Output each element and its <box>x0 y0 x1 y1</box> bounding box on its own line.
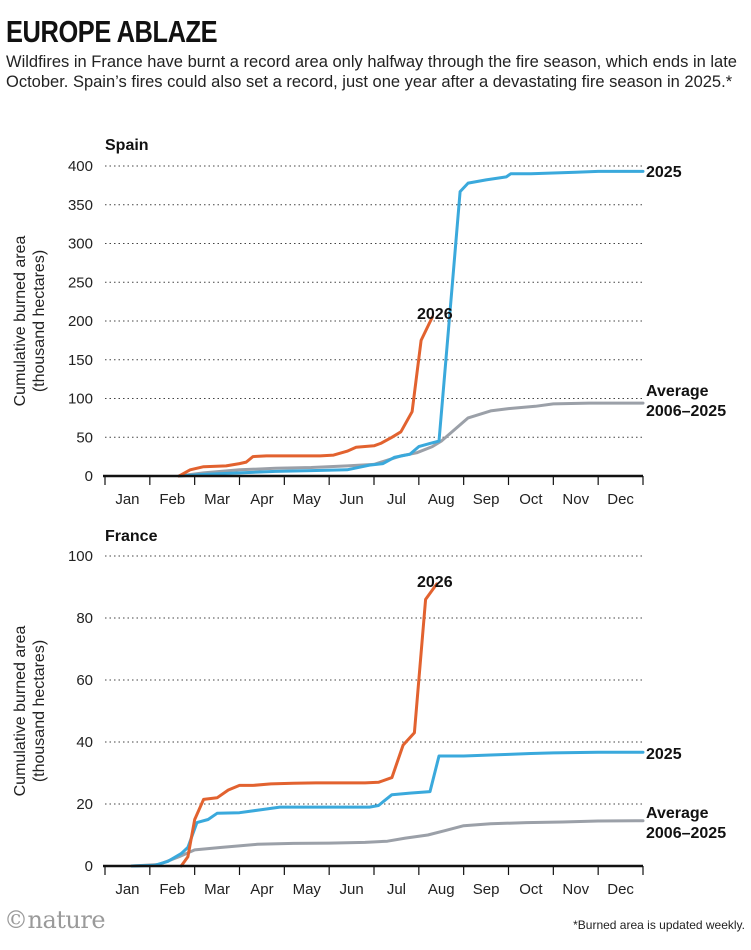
france-series-average-label: 2006–2025 <box>646 825 726 842</box>
france-y-tick-label: 0 <box>85 858 93 875</box>
chart-title: EUROPE ABLAZE <box>6 14 218 49</box>
spain-y-tick-label: 250 <box>68 274 93 291</box>
france-y-tick-label: 20 <box>76 796 93 813</box>
chart-subtitle: Wildfires in France have burnt a record … <box>6 53 737 91</box>
spain-x-tick-label: May <box>293 491 322 508</box>
france-x-tick-label: May <box>293 881 322 898</box>
spain-y-tick-label: 200 <box>68 313 93 330</box>
spain-y-tick-label: 100 <box>68 391 93 408</box>
spain-series-2026-label: 2026 <box>417 306 453 323</box>
spain-series-average-label: 2006–2025 <box>646 403 726 420</box>
france-x-tick-label: Nov <box>562 881 589 898</box>
france-x-tick-label: Dec <box>607 881 634 898</box>
spain-x-tick-label: Mar <box>204 491 230 508</box>
france-series-average-label: Average <box>646 805 709 822</box>
spain-y-tick-label: 300 <box>68 236 93 253</box>
france-series-average-line <box>130 819 645 868</box>
spain-y-tick-label: 350 <box>68 197 93 214</box>
spain-y-tick-label: 150 <box>68 352 93 369</box>
france-y-axis-label: (thousand hectares) <box>31 640 48 782</box>
france-series-2026-label: 2026 <box>417 574 453 591</box>
france-y-tick-label: 100 <box>68 548 93 565</box>
spain-y-axis-label: Cumulative burned area <box>12 236 29 407</box>
france-panel-title: France <box>105 528 158 545</box>
spain-series-average-label: Average <box>646 383 709 400</box>
spain-x-tick-label: Aug <box>428 491 455 508</box>
france-y-tick-label: 80 <box>76 610 93 627</box>
france-y-tick-label: 40 <box>76 734 93 751</box>
spain-y-tick-label: 50 <box>76 429 93 446</box>
spain-x-tick-label: Jan <box>115 491 139 508</box>
spain-series-2025-label: 2025 <box>646 164 682 181</box>
spain-x-tick-label: Sep <box>473 491 500 508</box>
france-x-tick-label: Apr <box>250 881 273 898</box>
spain-series-average-line <box>177 401 645 478</box>
france-x-tick-label: Aug <box>428 881 455 898</box>
spain-y-tick-label: 400 <box>68 158 93 175</box>
spain-x-tick-label: Nov <box>562 491 589 508</box>
france-series-2026-line <box>179 582 439 868</box>
spain-panel-title: Spain <box>105 137 149 154</box>
spain-y-axis-label: (thousand hectares) <box>31 250 48 392</box>
france-y-axis-label: Cumulative burned area <box>12 626 29 797</box>
france-x-tick-label: Mar <box>204 881 230 898</box>
spain-series-2025-line <box>177 169 645 478</box>
france-series-2025-label: 2025 <box>646 746 682 763</box>
spain-series-2026-line <box>177 315 434 478</box>
france-x-tick-label: Sep <box>473 881 500 898</box>
france-x-tick-label: Jan <box>115 881 139 898</box>
footnote: *Burned area is updated weekly. <box>573 918 745 932</box>
spain-y-tick-label: 0 <box>85 468 93 485</box>
nature-logo: ©nature <box>4 906 106 934</box>
france-x-tick-label: Jul <box>387 881 406 898</box>
spain-x-tick-label: Oct <box>519 491 543 508</box>
france-y-tick-label: 60 <box>76 672 93 689</box>
spain-x-tick-label: Dec <box>607 491 634 508</box>
france-x-tick-label: Jun <box>339 881 363 898</box>
france-x-tick-label: Oct <box>519 881 543 898</box>
spain-x-tick-label: Jun <box>339 491 363 508</box>
spain-x-tick-label: Feb <box>159 491 185 508</box>
spain-x-tick-label: Jul <box>387 491 406 508</box>
spain-x-tick-label: Apr <box>250 491 273 508</box>
france-x-tick-label: Feb <box>159 881 185 898</box>
